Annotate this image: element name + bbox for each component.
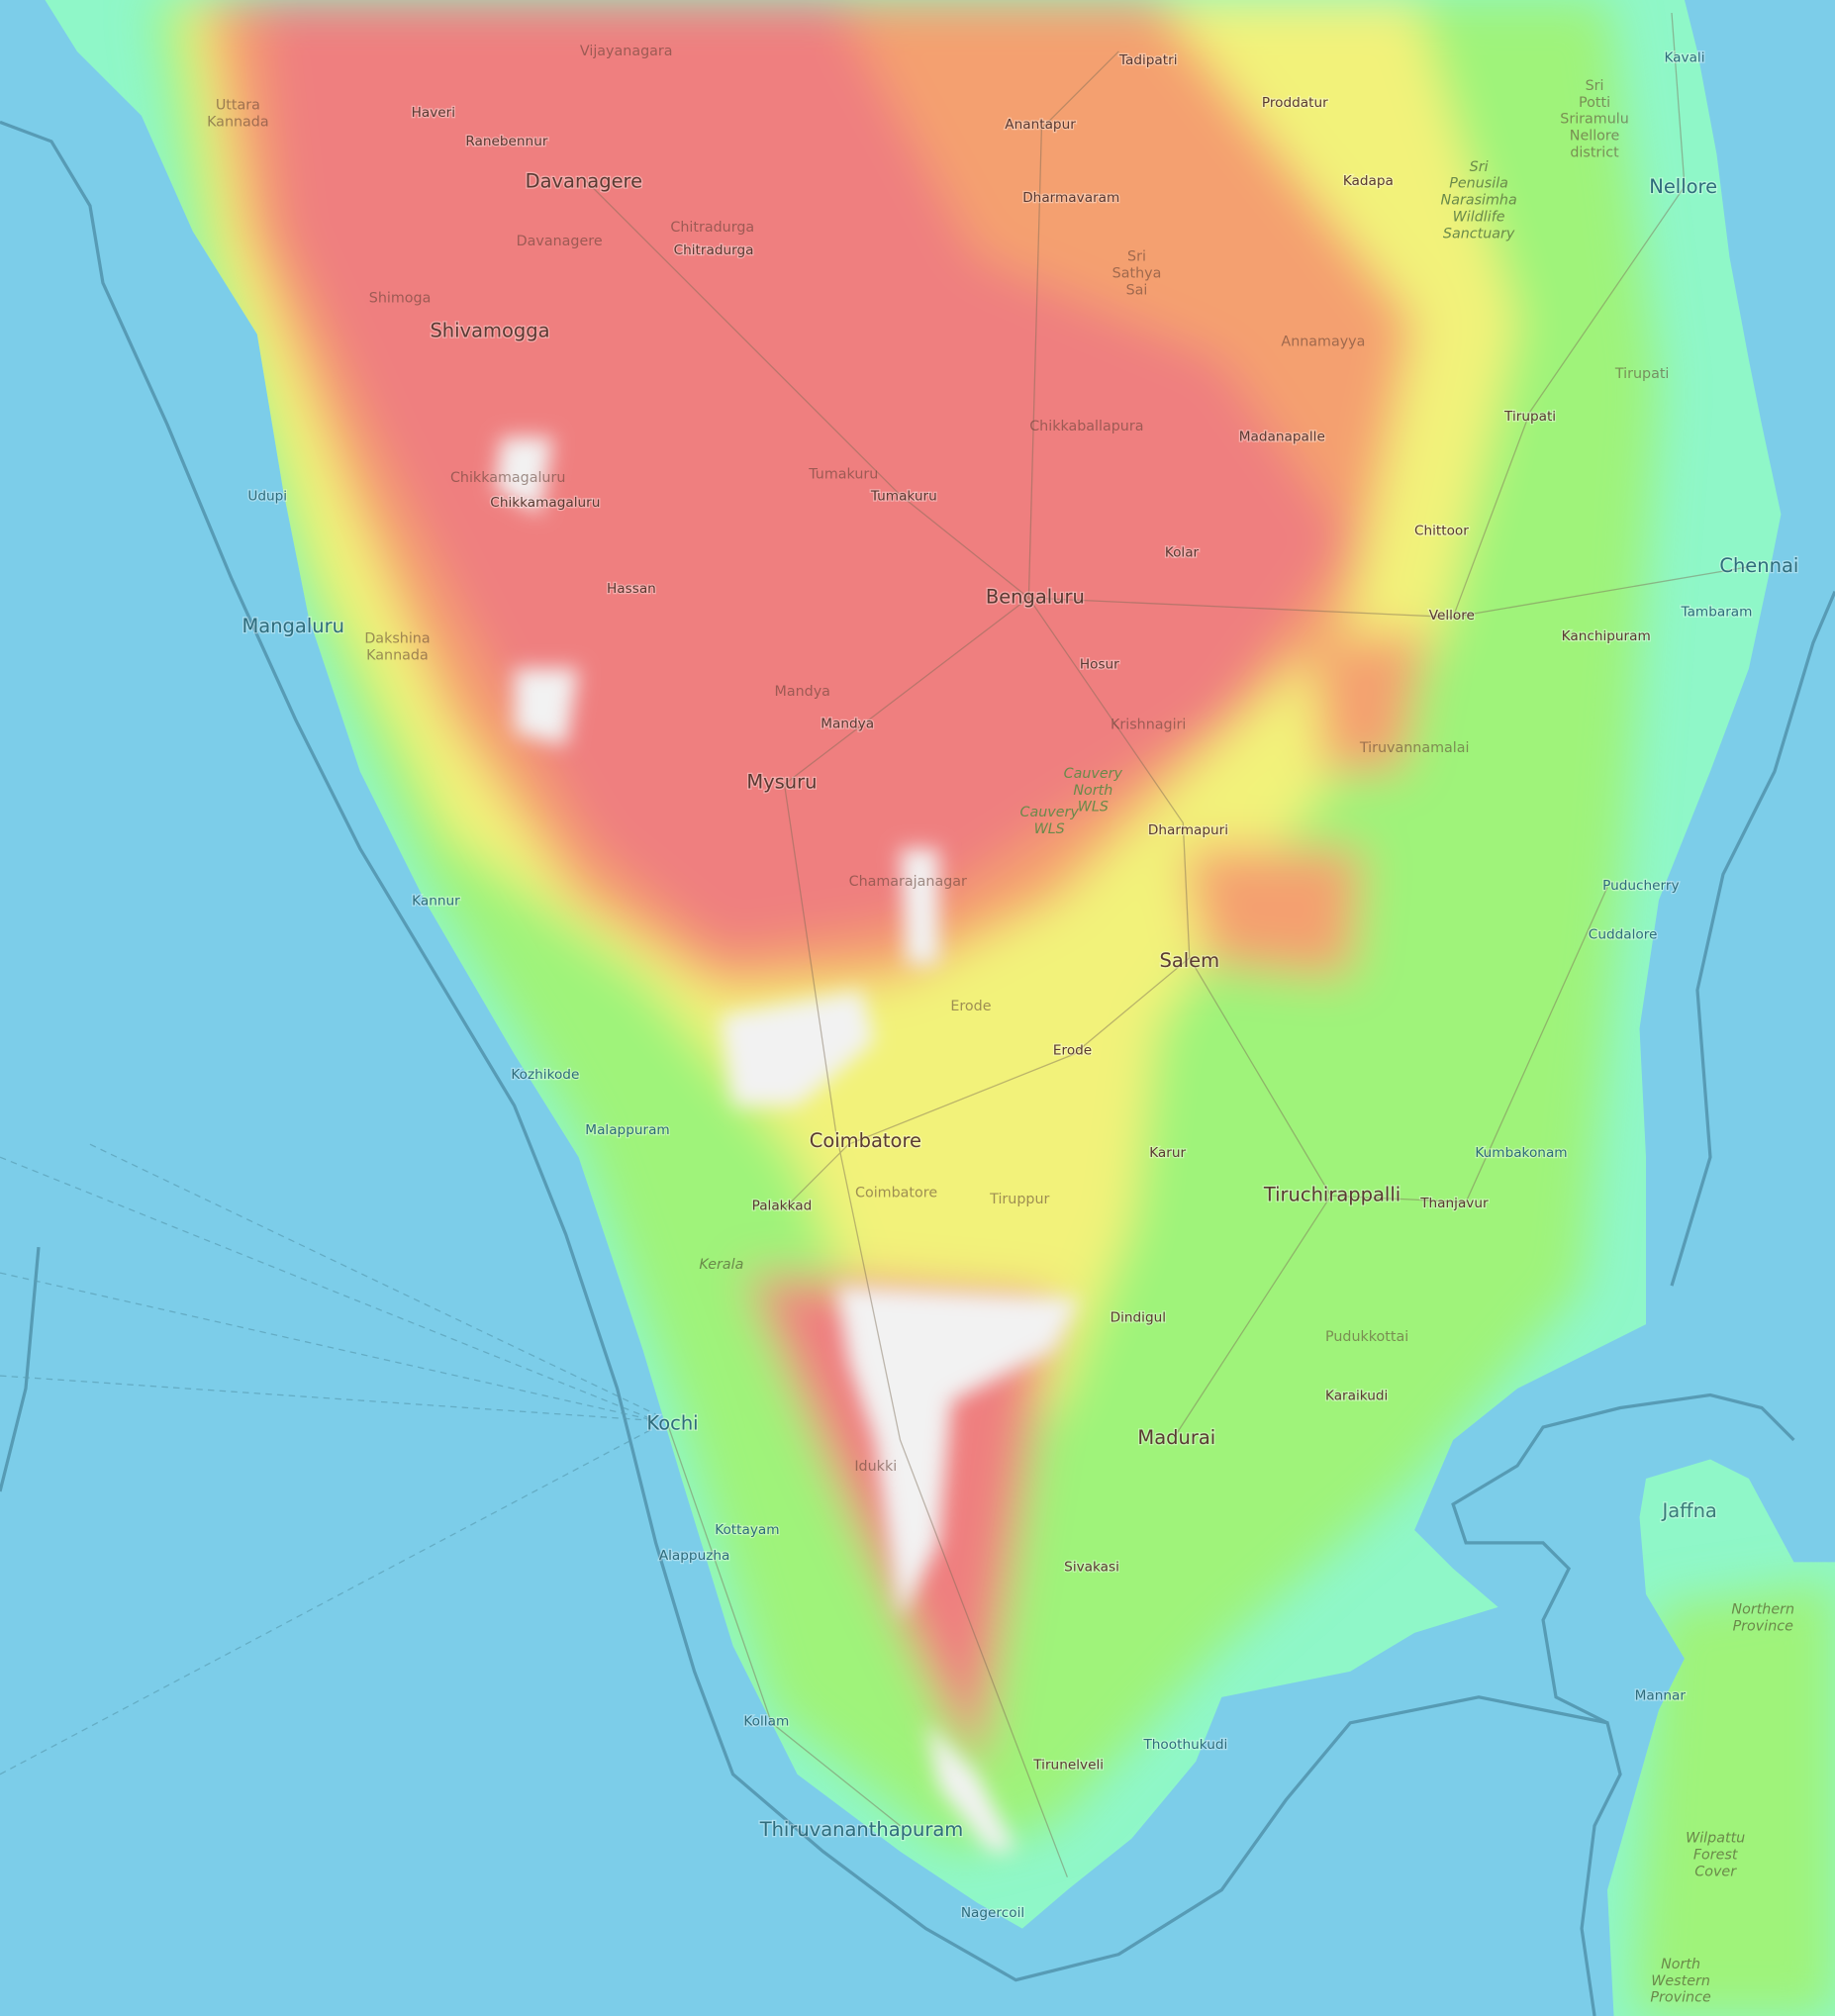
map-label-annamayya: Annamayya: [1281, 334, 1365, 349]
map-label-erode: Erode: [1053, 1042, 1092, 1058]
map-label-sivakasi: Sivakasi: [1064, 1560, 1119, 1576]
map-label-dindigul: Dindigul: [1111, 1309, 1166, 1325]
map-label-kadapa: Kadapa: [1343, 173, 1394, 189]
map-label-malappuram: Malappuram: [585, 1122, 669, 1138]
map-label-alappuzha: Alappuzha: [659, 1548, 730, 1564]
map-label-chitradurga: Chitradurga: [670, 220, 754, 236]
map-label-karaikudi: Karaikudi: [1325, 1389, 1388, 1404]
map-label-pudukkottai: Pudukkottai: [1325, 1329, 1408, 1345]
map-label-karur: Karur: [1149, 1145, 1186, 1161]
map-label-mandya: Mandya: [775, 684, 830, 700]
map-label-salem: Salem: [1159, 949, 1219, 972]
map-label-bengaluru: Bengaluru: [986, 585, 1085, 608]
map-label-tirunelveli: Tirunelveli: [1032, 1758, 1104, 1774]
map-label-haveri: Haveri: [412, 105, 455, 121]
map-label-chennai: Chennai: [1719, 554, 1798, 577]
map-label-chikkamagaluru: Chikkamagaluru: [450, 470, 565, 486]
map-label-sri-penusila-narasimha-wildlife-sanctuary: Sri Penusila Narasimha Wildlife Sanctuary: [1441, 159, 1517, 242]
map-label-tiruvannamalai: Tiruvannamalai: [1359, 740, 1470, 756]
map-label-palakkad: Palakkad: [752, 1198, 813, 1213]
map-label-thanjavur: Thanjavur: [1419, 1196, 1489, 1211]
map-label-chikkaballapura: Chikkaballapura: [1029, 419, 1143, 434]
maritime-boundaries: [0, 120, 1835, 2016]
map-label-kanchipuram: Kanchipuram: [1562, 628, 1651, 644]
map-label-tirupati: Tirupati: [1614, 366, 1670, 382]
map-label-hosur: Hosur: [1080, 657, 1119, 673]
map-label-kannur: Kannur: [412, 894, 460, 910]
map-label-wilpattu-forest-cover: Wilpattu Forest Cover: [1686, 1831, 1745, 1880]
map-label-mysuru: Mysuru: [746, 770, 817, 793]
map-label-coimbatore: Coimbatore: [855, 1185, 937, 1200]
map-label-kozhikode: Kozhikode: [511, 1067, 579, 1083]
map-label-madurai: Madurai: [1137, 1426, 1215, 1449]
map-label-chikkamagaluru: Chikkamagaluru: [490, 495, 600, 511]
map-label-kumbakonam: Kumbakonam: [1475, 1145, 1567, 1161]
map-label-thiruvananthapuram: Thiruvananthapuram: [759, 1818, 964, 1841]
map-label-sri-sathya-sai: Sri Sathya Sai: [1112, 249, 1162, 299]
map-label-mangaluru: Mangaluru: [241, 615, 343, 637]
map-label-nagercoil: Nagercoil: [961, 1905, 1024, 1921]
map-label-vellore: Vellore: [1429, 608, 1475, 624]
map-label-dharmavaram: Dharmavaram: [1022, 190, 1119, 206]
map-label-udupi: Udupi: [247, 488, 287, 504]
map-label-north-western-province: North Western Province: [1650, 1957, 1711, 2006]
map-label-kollam: Kollam: [743, 1713, 789, 1729]
map-label-puducherry: Puducherry: [1602, 878, 1679, 894]
map-label-tambaram: Tambaram: [1681, 604, 1753, 620]
map-label-tirupati: Tirupati: [1503, 409, 1556, 425]
map-label-chamarajanagar: Chamarajanagar: [849, 874, 967, 890]
map-label-kottayam: Kottayam: [715, 1522, 779, 1538]
map-label-uttara-kannada: Uttara Kannada: [207, 97, 269, 130]
map-label-ranebennur: Ranebennur: [465, 134, 547, 149]
map-label-cauvery-north-wls: Cauvery North WLS: [1064, 766, 1123, 816]
map-label-idukki: Idukki: [854, 1459, 897, 1475]
map-label-coimbatore: Coimbatore: [810, 1129, 921, 1152]
roads: [584, 12, 1756, 1877]
map-label-chittoor: Chittoor: [1414, 523, 1469, 538]
map-label-cuddalore: Cuddalore: [1589, 926, 1658, 942]
map-label-kolar: Kolar: [1165, 545, 1200, 561]
map-label-kerala: Kerala: [699, 1257, 743, 1273]
map-label-madanapalle: Madanapalle: [1239, 430, 1325, 445]
map-label-tadipatri: Tadipatri: [1118, 52, 1178, 68]
map-label-tiruchirappalli: Tiruchirappalli: [1263, 1183, 1400, 1205]
map-label-thoothukudi: Thoothukudi: [1142, 1737, 1227, 1753]
map-label-tumakuru: Tumakuru: [808, 466, 878, 482]
shipping-lanes: [0, 1143, 656, 1776]
map-label-anantapur: Anantapur: [1005, 117, 1076, 133]
map-label-vijayanagara: Vijayanagara: [580, 44, 673, 59]
map-label-northern-province: Northern Province: [1731, 1601, 1794, 1634]
map-label-krishnagiri: Krishnagiri: [1111, 718, 1186, 733]
map-label-cauvery-wls: Cauvery WLS: [1019, 805, 1079, 837]
map-label-nellore: Nellore: [1649, 175, 1717, 198]
map-label-davanagere: Davanagere: [517, 234, 603, 249]
map-label-dharmapuri: Dharmapuri: [1148, 822, 1228, 838]
map-label-jaffna: Jaffna: [1662, 1499, 1717, 1522]
map-label-kochi: Kochi: [646, 1412, 698, 1435]
map-label-davanagere: Davanagere: [526, 170, 643, 193]
map-label-erode: Erode: [950, 999, 991, 1014]
map-label-shivamogga: Shivamogga: [430, 319, 549, 341]
map-label-proddatur: Proddatur: [1262, 95, 1328, 111]
map-label-mandya: Mandya: [821, 716, 874, 731]
map-label-chitradurga: Chitradurga: [674, 242, 754, 258]
map-label-dakshina-kannada: Dakshina Kannada: [364, 631, 430, 664]
map-label-sri-potti-sriramulu-nellore-district: Sri Potti Sriramulu Nellore district: [1560, 78, 1629, 161]
map-label-shimoga: Shimoga: [369, 290, 432, 306]
map-label-hassan: Hassan: [607, 581, 656, 597]
map-label-tiruppur: Tiruppur: [989, 1192, 1049, 1207]
map-labels: Vijayanagara Uttara Kannada Haveri Ranebennu…: [207, 44, 1800, 2006]
map-label-tumakuru: Tumakuru: [870, 488, 937, 504]
map-label-mannar: Mannar: [1635, 1687, 1687, 1703]
map-label-kavali: Kavali: [1664, 49, 1704, 65]
